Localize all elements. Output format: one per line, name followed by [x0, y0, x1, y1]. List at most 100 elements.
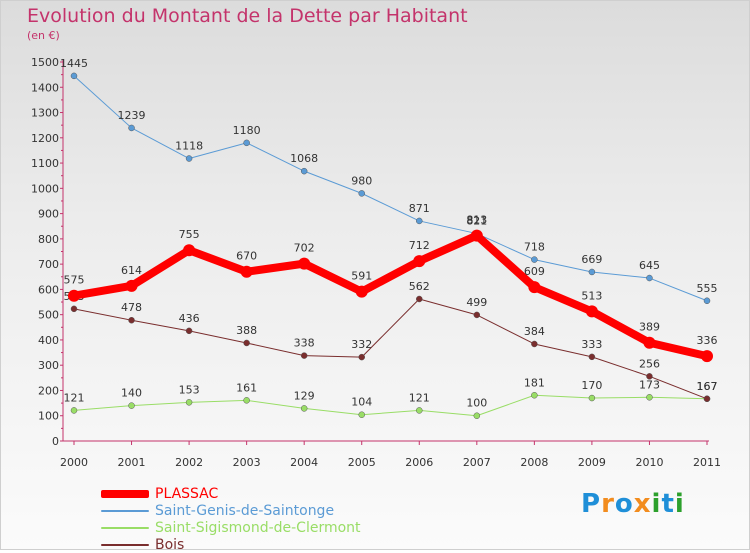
data-label: 1445 [60, 57, 88, 70]
legend: PLASSAC Saint-Genis-de-Saintonge Saint-Sig… [101, 485, 361, 553]
chart-title: Evolution du Montant de la Dette par Hab… [27, 5, 468, 27]
legend-item: Bois [101, 536, 361, 553]
y-tick-label: 1300 [31, 107, 59, 120]
data-point [531, 340, 538, 348]
data-label: 389 [639, 321, 660, 334]
data-point [473, 412, 481, 419]
legend-label: Bois [155, 536, 185, 553]
x-tick-label: 2007 [463, 456, 491, 469]
data-point [358, 411, 365, 418]
legend-swatch [101, 543, 149, 546]
series-line [73, 75, 708, 302]
logo-letter: i [674, 489, 685, 519]
data-point [300, 405, 308, 412]
data-point [185, 327, 193, 335]
data-label: 555 [697, 282, 718, 295]
data-point [358, 353, 365, 361]
data-label: 1180 [233, 124, 261, 137]
data-label: 140 [121, 387, 142, 400]
data-point [646, 274, 653, 282]
proxiti-logo: Proxiti [581, 489, 685, 519]
data-label: 336 [697, 334, 718, 347]
y-tick-label: 1500 [31, 56, 59, 69]
data-label: 161 [236, 381, 257, 394]
y-tick-label: 1100 [31, 157, 59, 170]
data-point [588, 353, 596, 361]
logo-letter: x [633, 489, 652, 519]
legend-item: Saint-Sigismond-de-Clermont [101, 519, 361, 536]
y-tick-label: 100 [38, 410, 59, 423]
data-label: 702 [294, 242, 315, 255]
y-tick-label: 800 [38, 233, 59, 246]
data-label: 614 [121, 264, 142, 277]
x-tick-label: 2010 [635, 456, 663, 469]
data-point [416, 295, 423, 303]
data-label: 167 [697, 380, 718, 393]
data-point [531, 392, 538, 399]
y-tick-label: 1000 [31, 182, 59, 195]
data-label: 338 [294, 337, 315, 350]
data-point [646, 394, 653, 401]
data-point [70, 407, 78, 414]
data-label: 499 [466, 296, 487, 309]
data-label: 513 [581, 289, 602, 302]
x-tick-label: 2004 [290, 456, 318, 469]
data-point [416, 217, 423, 225]
data-label: 575 [64, 274, 85, 287]
data-label: 121 [409, 391, 430, 404]
legend-swatch [101, 489, 149, 498]
data-point [703, 395, 711, 403]
data-point [413, 255, 426, 268]
x-tick-label: 2008 [520, 456, 548, 469]
data-point [185, 155, 193, 162]
y-tick-label: 500 [38, 309, 59, 322]
logo-letter: t [661, 489, 675, 519]
data-point [588, 268, 596, 276]
data-label: 609 [524, 265, 545, 278]
data-label: 332 [351, 338, 372, 351]
data-label: 170 [581, 379, 602, 392]
data-label: 167 [697, 380, 718, 393]
data-label: 669 [581, 253, 602, 266]
data-point [588, 394, 596, 402]
y-tick-label: 700 [38, 258, 59, 271]
data-point [240, 265, 253, 278]
unit-label: (en €) [27, 29, 60, 42]
data-point [355, 285, 368, 298]
y-tick-label: 600 [38, 283, 59, 296]
logo-letter: i [651, 489, 662, 519]
data-point [128, 402, 135, 409]
data-label: 813 [466, 214, 487, 227]
data-point [528, 281, 541, 294]
data-point [243, 397, 250, 404]
data-point [300, 352, 308, 359]
data-point [243, 339, 250, 347]
legend-swatch [101, 526, 149, 529]
y-tick-label: 900 [38, 208, 59, 221]
legend-label: PLASSAC [155, 485, 219, 502]
data-label: 755 [179, 228, 200, 241]
data-label: 129 [294, 389, 315, 402]
data-label: 478 [121, 301, 142, 314]
y-tick-label: 1200 [31, 132, 59, 145]
x-tick-label: 2006 [405, 456, 433, 469]
data-label: 384 [524, 325, 545, 338]
y-tick-label: 400 [38, 334, 59, 347]
x-tick-label: 2000 [60, 456, 88, 469]
y-tick-label: 0 [52, 435, 59, 448]
data-point [128, 316, 135, 324]
data-label: 718 [524, 241, 545, 254]
data-label: 980 [351, 174, 372, 187]
data-label: 333 [581, 338, 602, 351]
data-label: 436 [179, 312, 200, 325]
data-point [473, 311, 481, 319]
data-label: 645 [639, 259, 660, 272]
data-point [70, 305, 78, 313]
series-line [73, 298, 708, 400]
y-tick-label: 300 [38, 359, 59, 372]
data-label: 100 [466, 397, 487, 410]
x-tick-label: 2011 [693, 456, 721, 469]
x-tick-label: 2002 [175, 456, 203, 469]
